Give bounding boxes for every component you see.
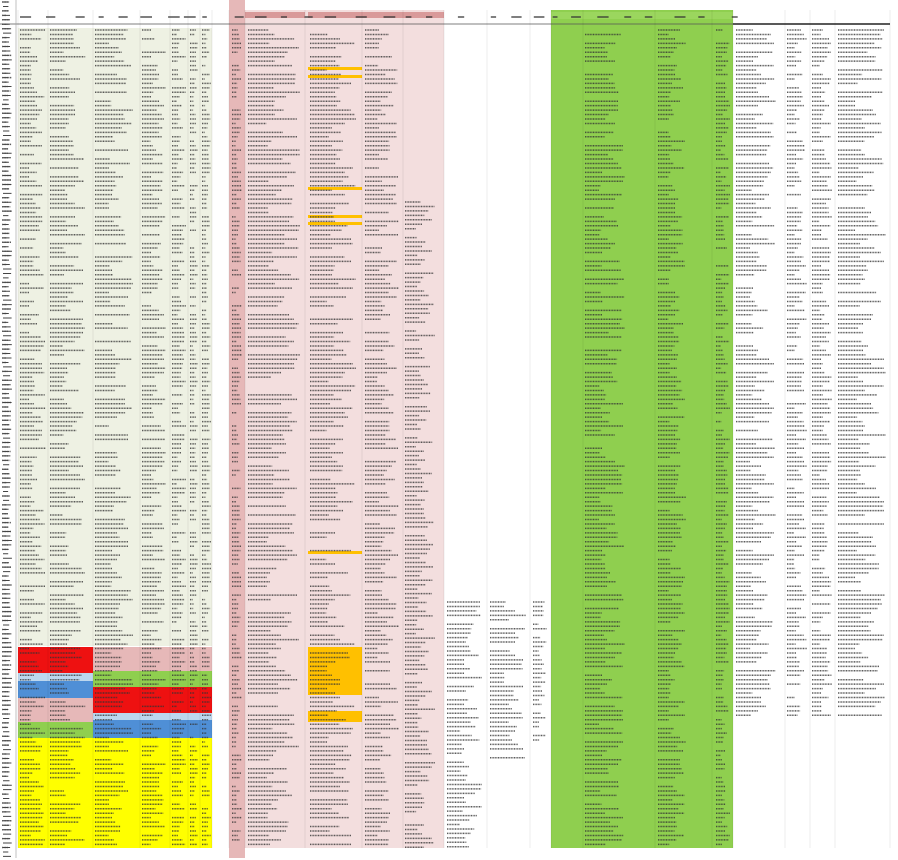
cell-text-marks bbox=[447, 601, 483, 848]
cell-text-marks bbox=[838, 29, 886, 717]
cell-text-marks bbox=[365, 29, 399, 846]
cell-text-marks bbox=[310, 33, 356, 846]
cell-text-marks bbox=[658, 29, 686, 846]
grid bbox=[15, 0, 891, 858]
cell-text-marks bbox=[533, 601, 547, 741]
pink-header bbox=[308, 12, 444, 18]
cell-text-marks bbox=[50, 29, 86, 846]
red-block bbox=[93, 687, 212, 713]
cell-text-marks bbox=[190, 29, 198, 846]
cell-text-marks bbox=[172, 29, 186, 846]
blue-block bbox=[18, 681, 93, 698]
cell-text-marks bbox=[142, 29, 166, 846]
cell-text bbox=[2, 1, 886, 857]
row-number-marks bbox=[3, 1, 12, 857]
pink-column bbox=[229, 0, 245, 858]
cell-text-marks bbox=[736, 29, 776, 717]
pink-region bbox=[245, 10, 444, 848]
light-blue-block bbox=[93, 713, 212, 720]
pink-block bbox=[93, 647, 212, 671]
cell-text-marks bbox=[20, 29, 46, 846]
green-block bbox=[18, 722, 93, 738]
orange-highlights bbox=[308, 67, 362, 722]
cell-text-marks bbox=[405, 201, 435, 848]
cell-text-marks bbox=[787, 29, 807, 717]
yellow-block bbox=[18, 738, 212, 848]
green-region bbox=[551, 10, 733, 848]
cell-text-marks bbox=[812, 29, 832, 717]
cell-text-marks bbox=[490, 601, 526, 759]
light-green-region bbox=[18, 28, 212, 646]
cell-text-marks bbox=[232, 29, 242, 841]
cell-text-marks bbox=[716, 29, 730, 846]
cell-text-marks bbox=[202, 29, 211, 846]
cell-text-marks bbox=[248, 29, 300, 846]
green-header bbox=[551, 12, 733, 19]
cell-text-marks bbox=[95, 29, 133, 846]
pink-header bbox=[245, 12, 305, 18]
light-blue-block bbox=[18, 673, 93, 681]
cell-text-marks bbox=[585, 33, 625, 846]
red-block bbox=[18, 647, 93, 673]
